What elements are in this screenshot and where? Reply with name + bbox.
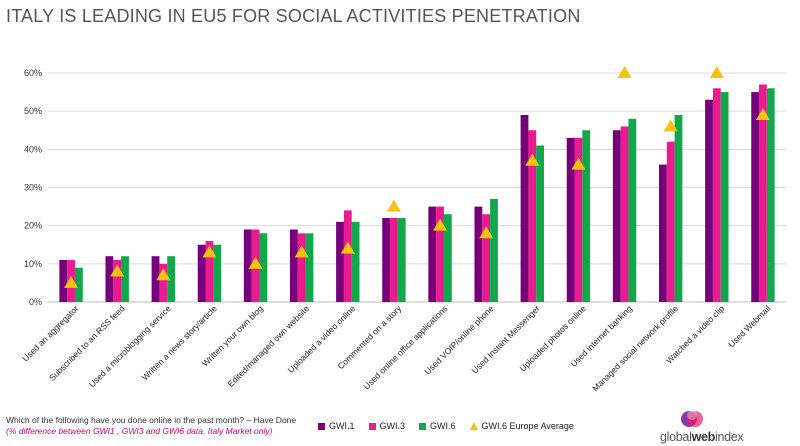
y-tick-label: 60% [24,68,42,78]
bar-gwi-6 [674,114,683,302]
legend-item-gwi1: GWI.1 [318,421,355,431]
bar-gwi-1 [474,206,483,302]
bar-gwi-3 [159,263,168,302]
bar-gwi-1 [705,99,713,302]
bar-gwi-6 [720,92,729,302]
legend-label-gwi6: GWI.6 [430,421,456,431]
x-tick-label: Used a microblogging service [87,303,173,389]
bar-gwi-1 [151,256,160,302]
bar-gwi-1 [105,256,114,302]
x-tick-label: Managed social network profile [590,303,680,393]
legend-label-europe-avg: GWI.6 Europe Average [481,421,574,431]
bar-gwi-1 [336,221,344,302]
europe-average-marker [663,119,678,132]
bar-gwi-1 [428,206,437,302]
europe-average-marker [294,245,309,258]
bar-gwi-1 [566,137,575,302]
brand-logo: globalwebindex [660,408,796,444]
bar-gwi-3 [205,240,214,302]
bar-gwi-6 [74,267,83,302]
europe-average-marker [479,226,494,239]
bar-gwi-1 [243,229,252,302]
y-tick-label: 50% [24,106,42,116]
bar-gwi-3 [620,126,629,302]
bar-gwi-1 [658,164,667,302]
bar-gwi-3 [390,218,398,302]
bar-gwi-1 [612,130,621,302]
bar-gwi-3 [297,233,306,302]
europe-average-marker [156,268,171,281]
bar-gwi-3 [666,141,675,302]
bar-gwi-3 [574,137,583,302]
europe-average-marker [340,241,355,254]
europe-average-marker [617,66,632,78]
footer-note: (% difference between GWI1 , GWI3 and GW… [6,426,273,436]
bar-gwi-6 [305,233,314,302]
bar-gwi-1 [382,218,391,302]
bar-gwi-3 [759,84,767,302]
bar-gwi-6 [167,256,176,302]
bar-gwi-1 [197,244,206,302]
x-tick-label: Edited/managed own website [226,303,312,389]
bar-gwi-3 [113,260,122,302]
x-tick-label: Written a news story/article [140,303,219,382]
legend-triangle-icon [469,422,478,430]
bar-gwi-1 [59,260,68,302]
bar-gwi-6 [259,233,268,302]
bar-gwi-1 [520,114,529,302]
bar-gwi-6 [628,118,637,302]
legend-item-europe-avg: GWI.6 Europe Average [469,421,574,431]
y-tick-label: 30% [24,183,42,193]
brand-middle: web [691,430,716,444]
x-tick-label: Used Webmail [726,303,772,349]
bar-gwi-6 [351,221,360,302]
bar-gwi-3 [343,210,352,302]
y-tick-label: 0% [29,297,42,307]
y-tick-label: 10% [24,259,42,269]
legend-swatch-gwi3 [368,422,376,430]
brand-suffix: index [714,430,744,444]
chart-legend: GWI.1 GWI.3 GWI.6 GWI.6 Europe Average [318,421,574,431]
legend-swatch-gwi6 [419,422,427,430]
bar-gwi-6 [397,218,406,302]
europe-average-marker [525,153,540,166]
legend-swatch-gwi1 [318,422,325,430]
globe-logo-icon [681,410,703,427]
bar-gwi-6 [121,256,129,302]
europe-average-marker [248,256,263,269]
bar-gwi-6 [213,244,222,302]
brand-wordmark: globalwebindex [660,430,744,444]
bar-gwi-6 [582,130,591,302]
legend-label-gwi1: GWI.1 [329,421,355,431]
bar-gwi-3 [482,214,491,302]
europe-average-marker [64,275,79,288]
footer-question: Which of the following have you done onl… [6,415,297,425]
bar-chart: 0%10%20%30%40%50%60%Used an aggregatorSu… [20,66,786,393]
europe-average-marker [709,66,724,78]
bar-gwi-6 [766,88,775,303]
legend-item-gwi3: GWI.3 [368,421,406,431]
legend-item-gwi6: GWI.6 [419,421,456,431]
bar-gwi-1 [751,92,760,302]
brand-prefix: global [660,430,692,444]
x-tick-label: Used online office applications [361,303,449,391]
bar-gwi-3 [436,206,444,302]
y-tick-label: 40% [24,144,42,154]
x-tick-label: Subscribed to an RSS feed [47,303,127,383]
europe-average-marker [202,245,217,258]
europe-average-marker [755,107,770,120]
bar-gwi-6 [490,198,498,302]
europe-average-marker [433,218,448,231]
europe-average-marker [110,264,125,277]
chart-title: ITALY IS LEADING IN EU5 FOR SOCIAL ACTIV… [6,6,581,26]
bar-gwi-1 [289,229,298,302]
legend-label-gwi3: GWI.3 [379,421,406,431]
y-tick-label: 20% [24,221,42,231]
bar-gwi-6 [536,145,545,302]
bar-gwi-3 [712,88,721,303]
europe-average-marker [571,157,586,170]
bar-gwi-6 [443,214,452,302]
bar-gwi-3 [528,130,537,302]
europe-average-marker [386,199,401,212]
